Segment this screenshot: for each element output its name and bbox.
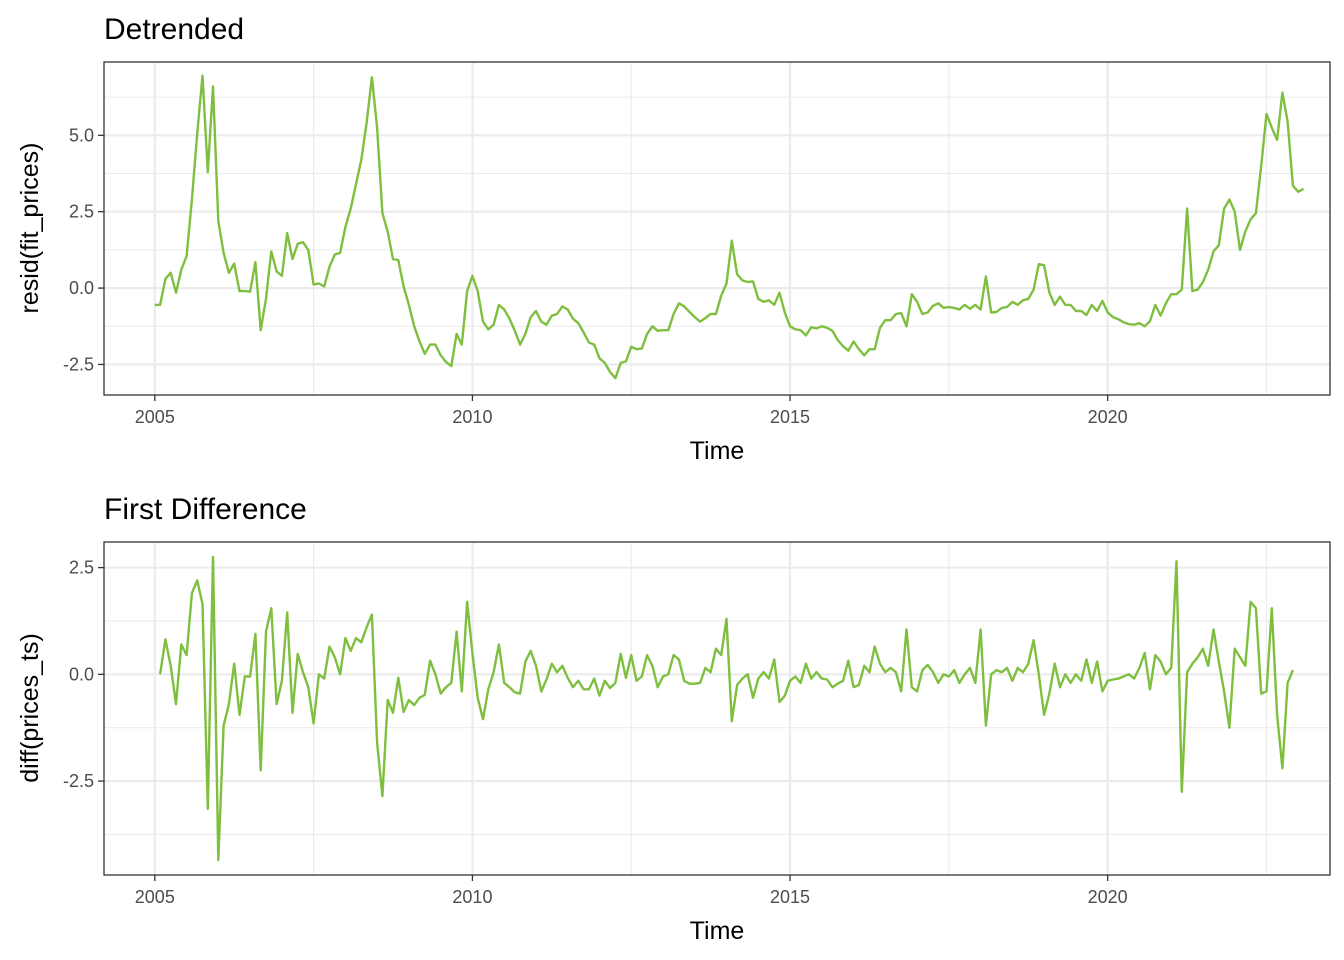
- first-difference-y-axis-title: diff(prices_ts): [16, 633, 44, 783]
- first-difference-y-tick-label: 0.0: [69, 664, 94, 684]
- detrended-y-tick-label: -2.5: [63, 354, 94, 374]
- detrended-x-tick-label: 2010: [452, 407, 492, 427]
- detrended-series-line: [154, 74, 1305, 380]
- detrended-y-axis-title: resid(fit_prices): [16, 143, 44, 314]
- first-difference-chart: First Difference 2005 2010 2015 2020 -2.5 0.0…: [16, 493, 1331, 945]
- first-difference-y-tick-label: 2.5: [69, 558, 94, 578]
- detrended-y-tick-label: 5.0: [69, 125, 94, 145]
- detrended-y-tick-label: 0.0: [69, 278, 94, 298]
- detrended-chart: Detrended 2005 2010 2015 2020-2.50.02.55.0 …: [16, 13, 1331, 465]
- detrended-x-tick-label: 2015: [770, 407, 810, 427]
- first-difference-ticks: 2005 2010 2015 2020 -2.5 0.0 2.5: [63, 558, 1128, 907]
- detrended-panel-border: [103, 61, 1331, 396]
- first-difference-grid: [104, 542, 1330, 875]
- first-difference-x-tick-label: 2015: [770, 887, 810, 907]
- detrended-ticks: 2005 2010 2015 2020 -2.5 0.0 2.5 5.0: [63, 125, 1128, 427]
- first-difference-x-axis-title: Time: [690, 917, 745, 945]
- detrended-x-tick-label: 2005: [135, 407, 175, 427]
- detrended-x-axis-title: Time: [690, 437, 745, 465]
- first-difference-x-tick-label: 2020: [1088, 887, 1128, 907]
- first-difference-x-tick-label: 2005: [135, 887, 175, 907]
- detrended-y-tick-label: 2.5: [69, 202, 94, 222]
- first-difference-x-tick-label: 2010: [452, 887, 492, 907]
- first-difference-panel-border: [103, 541, 1331, 876]
- detrended-x-tick-label: 2020: [1088, 407, 1128, 427]
- first-difference-series-line: [158, 555, 1295, 862]
- detrended-grid: [104, 62, 1330, 395]
- first-difference-y-tick-label: -2.5: [63, 771, 94, 791]
- detrended-title: Detrended: [104, 13, 244, 46]
- first-difference-title: First Difference: [104, 493, 307, 526]
